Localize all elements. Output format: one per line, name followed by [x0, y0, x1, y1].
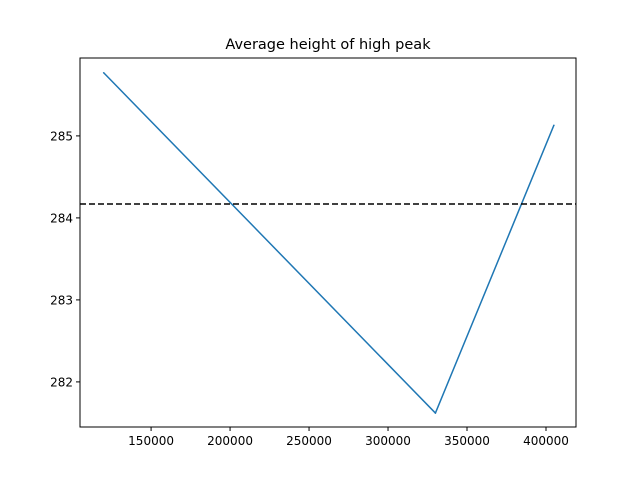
x-tick-label: 350000: [444, 434, 490, 448]
plot-frame: [79, 57, 577, 428]
y-axis: 282 283 284 285: [50, 129, 80, 389]
x-tick-label: 150000: [128, 434, 174, 448]
y-tick-label: 283: [50, 293, 73, 307]
series-point-2: [553, 124, 555, 127]
y-tick-label: 284: [50, 211, 73, 225]
x-tick-label: 250000: [286, 434, 332, 448]
plot-content: [80, 71, 576, 414]
x-axis: 150000 200000 250000 300000 350000 400000: [128, 427, 569, 448]
y-tick-label: 285: [50, 129, 73, 143]
x-tick-label: 300000: [365, 434, 411, 448]
chart-title: Average height of high peak: [225, 37, 431, 53]
series-point-1: [434, 412, 437, 414]
series-point-0: [102, 71, 105, 74]
x-tick-label: 400000: [523, 434, 569, 448]
x-tick-label: 200000: [207, 434, 253, 448]
y-tick-label: 282: [50, 375, 73, 389]
